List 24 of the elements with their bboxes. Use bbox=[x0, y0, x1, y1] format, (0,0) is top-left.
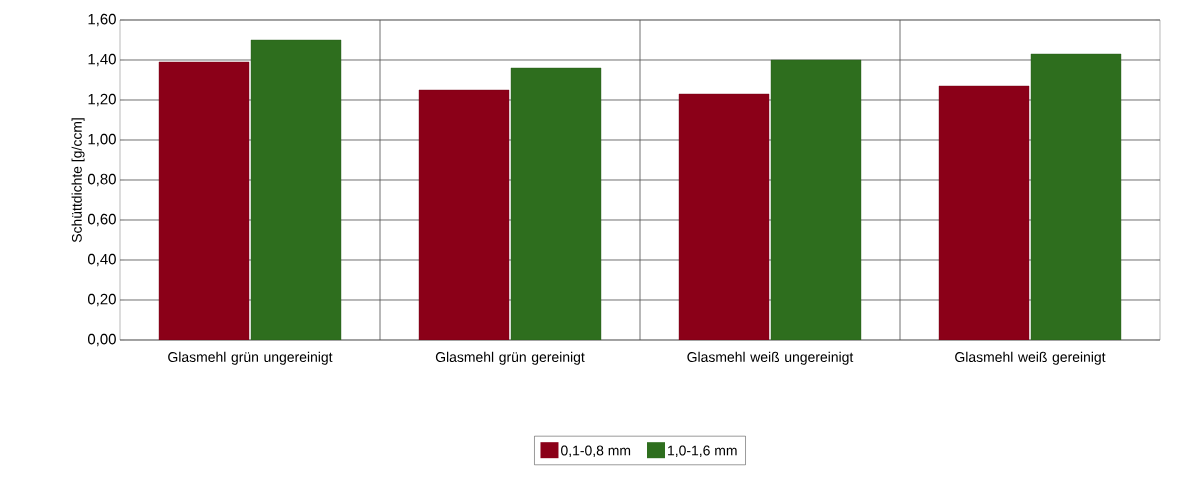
x-tick-label: Glasmehl weiß ungereinigt bbox=[687, 351, 854, 365]
x-tick-label: Glasmehl weiß gereinigt bbox=[955, 351, 1106, 365]
legend-label: 0,1-0,8 mm bbox=[561, 445, 631, 458]
y-tick-label: 1,00 bbox=[88, 133, 116, 147]
y-tick-label: 1,40 bbox=[88, 53, 116, 67]
bar bbox=[158, 61, 250, 340]
y-tick-label: 0,20 bbox=[87, 293, 116, 307]
y-tick-label: 0,80 bbox=[87, 173, 116, 187]
bar bbox=[938, 85, 1030, 340]
bar bbox=[678, 93, 770, 340]
bar bbox=[418, 89, 510, 340]
y-axis-title: Schüttdichte [g/ccm] bbox=[71, 118, 85, 243]
y-tick-label: 0,60 bbox=[87, 213, 116, 227]
y-tick-label: 1,20 bbox=[88, 93, 116, 107]
y-tick-label: 0,00 bbox=[87, 333, 116, 347]
legend-label: 1,0-1,6 mm bbox=[668, 445, 737, 458]
y-tick-label: 0,40 bbox=[87, 253, 116, 267]
bar bbox=[1030, 53, 1122, 340]
y-tick-label: 1,60 bbox=[88, 13, 116, 27]
x-tick-label: Glasmehl grün ungereinigt bbox=[168, 351, 333, 365]
x-tick-label: Glasmehl grün gereinigt bbox=[435, 351, 585, 365]
bar bbox=[250, 39, 342, 340]
bar bbox=[770, 59, 862, 340]
bar bbox=[510, 67, 602, 340]
